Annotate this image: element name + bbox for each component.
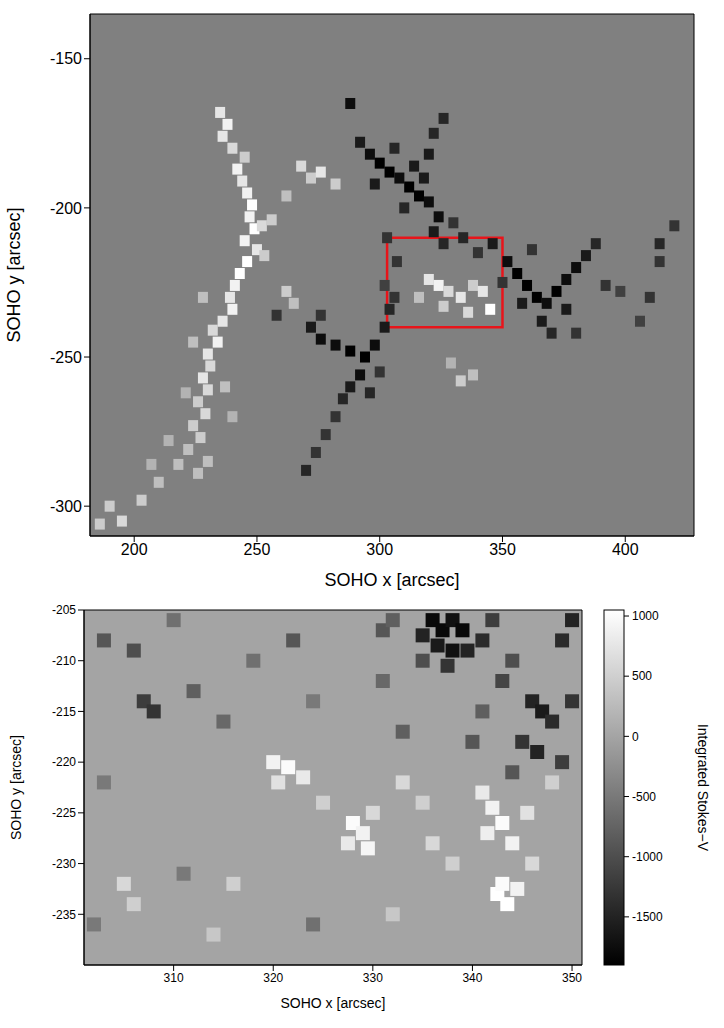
svg-text:200: 200	[121, 541, 148, 558]
svg-text:-235: -235	[52, 908, 76, 922]
svg-text:300: 300	[366, 541, 393, 558]
svg-text:400: 400	[612, 541, 639, 558]
svg-text:1000: 1000	[632, 609, 659, 623]
svg-text:-205: -205	[52, 603, 76, 617]
svg-text:350: 350	[562, 971, 582, 985]
svg-text:0: 0	[632, 730, 639, 744]
svg-text:Integrated Stokes−V: Integrated Stokes−V	[695, 724, 711, 852]
svg-text:-250: -250	[50, 349, 82, 366]
svg-text:-200: -200	[50, 200, 82, 217]
svg-text:-215: -215	[52, 705, 76, 719]
svg-text:340: 340	[462, 971, 482, 985]
svg-text:SOHO y [arcsec]: SOHO y [arcsec]	[8, 735, 24, 840]
svg-text:250: 250	[244, 541, 271, 558]
svg-text:SOHO x [arcsec]: SOHO x [arcsec]	[324, 570, 459, 590]
svg-text:500: 500	[632, 669, 652, 683]
svg-text:SOHO y [arcsec]: SOHO y [arcsec]	[4, 207, 24, 342]
svg-text:-220: -220	[52, 755, 76, 769]
svg-text:-230: -230	[52, 857, 76, 871]
svg-text:-150: -150	[50, 50, 82, 67]
svg-text:350: 350	[489, 541, 516, 558]
svg-text:-225: -225	[52, 806, 76, 820]
svg-text:310: 310	[164, 971, 184, 985]
svg-text:-500: -500	[632, 790, 656, 804]
svg-text:SOHO x [arcsec]: SOHO x [arcsec]	[280, 995, 385, 1011]
svg-text:320: 320	[263, 971, 283, 985]
svg-text:-1500: -1500	[632, 910, 663, 924]
svg-text:330: 330	[363, 971, 383, 985]
svg-text:-300: -300	[50, 498, 82, 515]
svg-text:-1000: -1000	[632, 850, 663, 864]
svg-text:-210: -210	[52, 654, 76, 668]
